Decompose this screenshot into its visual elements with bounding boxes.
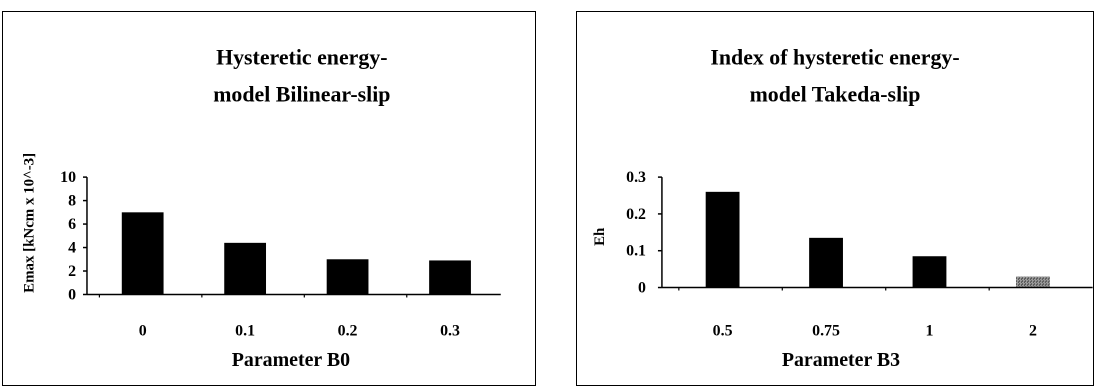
y-tick-label: 0: [68, 286, 76, 303]
y-tick-label: 6: [68, 216, 76, 233]
x-tick-label: 0.2: [338, 322, 358, 339]
y-tick-label: 8: [68, 193, 76, 210]
y-tick-label: 0.3: [626, 169, 646, 186]
y-tick-label: 0: [638, 279, 646, 296]
x-tick-label: 0.3: [440, 322, 460, 339]
x-tick-label: 0: [139, 322, 147, 339]
bar: [429, 260, 471, 295]
y-axis-label: Eh: [592, 227, 608, 246]
chart-panel-left: Hysteretic energy- model Bilinear-slip E…: [2, 11, 536, 386]
y-tick-label: 0.2: [626, 206, 646, 223]
chart-panel-right: Index of hysteretic energy- model Takeda…: [576, 11, 1094, 386]
bar: [912, 256, 947, 288]
y-axis-label: Emax [kNcm x 10^-3]: [21, 153, 37, 293]
bar: [326, 259, 369, 295]
y-tick-label: 4: [68, 240, 76, 257]
bar: [705, 191, 740, 288]
chart-left: Hysteretic energy- model Bilinear-slip E…: [21, 46, 501, 371]
x-tick-label: 2: [1029, 322, 1037, 339]
bar: [1016, 276, 1050, 288]
bar: [224, 242, 267, 295]
chart-title-line-2: model Takeda-slip: [750, 83, 921, 107]
bar: [809, 237, 843, 288]
x-axis-label: Parameter B3: [782, 349, 900, 371]
bar: [121, 212, 164, 295]
chart-title-line-2: model Bilinear-slip: [213, 83, 390, 107]
y-tick-label: 10: [60, 169, 76, 186]
x-tick-label: 0.5: [713, 322, 733, 339]
y-tick-label: 0.1: [626, 243, 646, 260]
chart-title-line-1: Hysteretic energy-: [216, 46, 387, 70]
x-axis-label: Parameter B0: [232, 349, 350, 371]
x-tick-label: 1: [926, 322, 934, 339]
x-tick-label: 0.1: [235, 322, 255, 339]
chart-title-line-1: Index of hysteretic energy-: [710, 46, 959, 70]
x-tick-label: 0.75: [812, 322, 840, 339]
y-tick-label: 2: [68, 263, 76, 280]
chart-right: Index of hysteretic energy- model Takeda…: [592, 46, 1093, 371]
